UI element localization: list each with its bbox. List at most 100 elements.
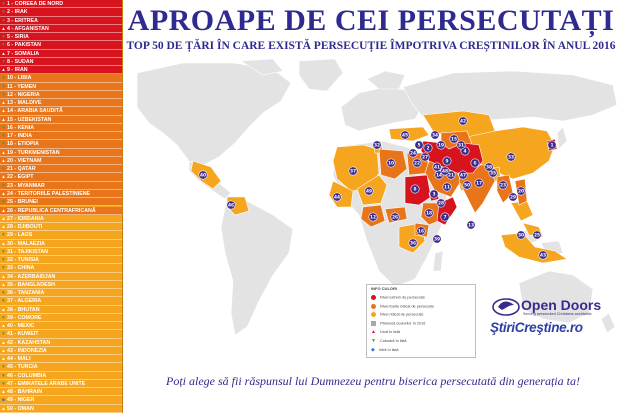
rank-marker <box>458 116 468 126</box>
country-label: 49 - NIGER <box>7 397 35 404</box>
country-label: 27 - IORDANIA <box>7 215 44 222</box>
country-row: ▲50 - OMAN <box>0 404 122 413</box>
arrow-up-icon: ▲ <box>1 207 6 213</box>
new-entry-icon: ◆ <box>1 397 6 403</box>
arrow-down-icon: ▼ <box>1 265 6 271</box>
country-label: 50 - OMAN <box>7 405 34 412</box>
country-row: ▲9 - IRAN <box>0 66 122 75</box>
country-row: ▲4 - AFGANISTAN <box>0 24 122 34</box>
rank-marker-label: 32 <box>374 143 380 149</box>
arrow-down-icon: ▼ <box>1 58 6 64</box>
country-row: ▼23 - MYANMAR <box>0 181 122 190</box>
legend-swatch <box>371 295 376 300</box>
country-label: 21 - QATAR <box>7 166 36 173</box>
country-row: ▲14 - ARABIA SAUDITĂ <box>0 107 122 116</box>
rank-marker <box>430 130 440 140</box>
rank-marker-label: 30 <box>518 233 524 239</box>
country-row: ◆ 49 - NIGER <box>0 396 122 405</box>
country-label: 44 - MALI <box>7 356 31 363</box>
country-row: ▲40 - MEXIC <box>0 322 122 331</box>
rank-marker-label: 31 <box>458 143 464 149</box>
rank-marker-label: 2 <box>426 146 429 152</box>
rank-marker-label: 16 <box>418 229 424 235</box>
rank-marker-label: 45 <box>402 133 408 139</box>
country-row: ▲34 - AZERBAIDJAN <box>0 272 122 281</box>
legend-label: Nivel foarte ridicat de persecuție <box>380 304 435 309</box>
arrow-down-icon: ▼ <box>1 75 6 81</box>
country-label: 12 - NIGERIA <box>7 91 40 98</box>
rank-marker-label: 21 <box>448 173 454 179</box>
legend-swatch <box>371 303 376 309</box>
country-label: 46 - COLUMBIA <box>7 372 47 379</box>
arrow-up-icon: ▲ <box>1 323 6 329</box>
rank-marker <box>414 140 424 150</box>
color-legend: INFO CULORI Nivel extrem de persecuție Ni… <box>366 284 476 358</box>
country-row: ▲30 - MALAEZIA <box>0 239 122 248</box>
country-label: 43 - INDONEZIA <box>7 347 47 354</box>
page-subtitle: TOP 50 DE ȚĂRI ÎN CARE EXISTĂ PERSECUȚIE… <box>126 40 616 52</box>
legend-swatch: ▼ <box>371 338 376 344</box>
country-row: ▼47 - EMIRATELE ARABE UNITE <box>0 379 122 389</box>
country-label: 7 - SOMALIA <box>7 50 40 57</box>
rank-marker-label: 17 <box>476 181 482 187</box>
legend-item: ▲ Urcă în listă <box>371 329 400 335</box>
country-row: ▼32 - TUNISIA <box>0 256 122 265</box>
rank-marker <box>386 158 396 168</box>
arrow-down-icon: ▼ <box>1 133 6 139</box>
country-row: ▼8 - SUDAN <box>0 57 122 67</box>
country-row: ▼3 - ERITREA <box>0 16 122 25</box>
legend-swatch <box>371 320 376 326</box>
arrow-down-icon: ▼ <box>1 380 6 386</box>
country-row: ▲44 - MALI <box>0 355 122 364</box>
rank-marker <box>198 170 208 180</box>
arrow-down-icon: ▼ <box>1 83 6 89</box>
rank-marker <box>390 212 400 222</box>
rank-marker <box>466 220 476 230</box>
country-label: 5 - SIRIA <box>7 34 29 41</box>
opendoors-logo: Open Doors Serving persecuted Christians… <box>492 295 612 319</box>
arrow-up-icon: ▲ <box>1 347 6 353</box>
country-row: ▼1 - COREEA DE NORD <box>0 0 122 9</box>
country-row: ▼16 - KENIA <box>0 123 122 133</box>
rank-marker <box>372 140 382 150</box>
arrow-down-icon: ▼ <box>1 232 6 238</box>
country-ranking-sidebar: ▼1 - COREEA DE NORD ▼2 - IRAK ▼3 - ERITREA… <box>0 0 123 413</box>
country-label: 9 - IRAN <box>7 67 28 74</box>
country-label: 4 - AFGANISTAN <box>7 25 49 32</box>
legend-item: Nivel ridicat de persecuție <box>371 312 423 318</box>
arrow-down-icon: ▼ <box>1 248 6 254</box>
rank-marker <box>436 198 446 208</box>
rank-marker-label: 1 <box>550 143 553 149</box>
stiri-crestine-logo: ŞtiriCreştine.ro <box>490 320 583 335</box>
rank-marker-label: 20 <box>518 189 524 195</box>
country-row: ▼18 - ETIOPIA <box>0 140 122 149</box>
country-row: ▲20 - VIETNAM <box>0 156 122 166</box>
rank-marker-label: 39 <box>434 237 440 243</box>
rank-marker-label: 46 <box>228 203 234 209</box>
rank-marker-label: 37 <box>350 169 356 175</box>
country-label: 24 - TERITORIILE PALESTINIENE <box>7 190 91 197</box>
legend-swatch: ◆ <box>371 346 375 353</box>
world-map: 1234567891011121314151617181920212223242… <box>136 58 618 336</box>
rank-marker-label: 35 <box>490 171 496 177</box>
country-label: 10 - LIBIA <box>7 75 32 82</box>
arrow-down-icon: ▼ <box>1 182 6 188</box>
rank-marker <box>440 166 450 176</box>
opendoors-name: Open Doors <box>521 297 602 313</box>
rank-marker <box>332 192 342 202</box>
legend-item: ▼ Coboară în listă <box>371 338 407 344</box>
country-row: ▲7 - SOMALIA <box>0 49 122 58</box>
country-label: 33 - CHINA <box>7 265 35 272</box>
country-row: ▼37 - ALGERIA <box>0 297 122 306</box>
rank-marker <box>400 130 410 140</box>
arrow-down-icon: ▼ <box>1 331 6 337</box>
rank-marker-label: 29 <box>510 195 516 201</box>
rank-marker-label: 26 <box>392 215 398 221</box>
rank-markers: 1234567891011121314151617181920212223242… <box>198 116 557 260</box>
rank-marker-label: 8 <box>413 187 416 193</box>
country-row: ▼39 - COMORE <box>0 313 122 323</box>
arrow-down-icon: ▼ <box>1 141 6 147</box>
legend-swatch: ▲ <box>371 329 376 336</box>
arrow-down-icon: ▼ <box>1 199 6 205</box>
rank-marker-label: 19 <box>438 143 444 149</box>
